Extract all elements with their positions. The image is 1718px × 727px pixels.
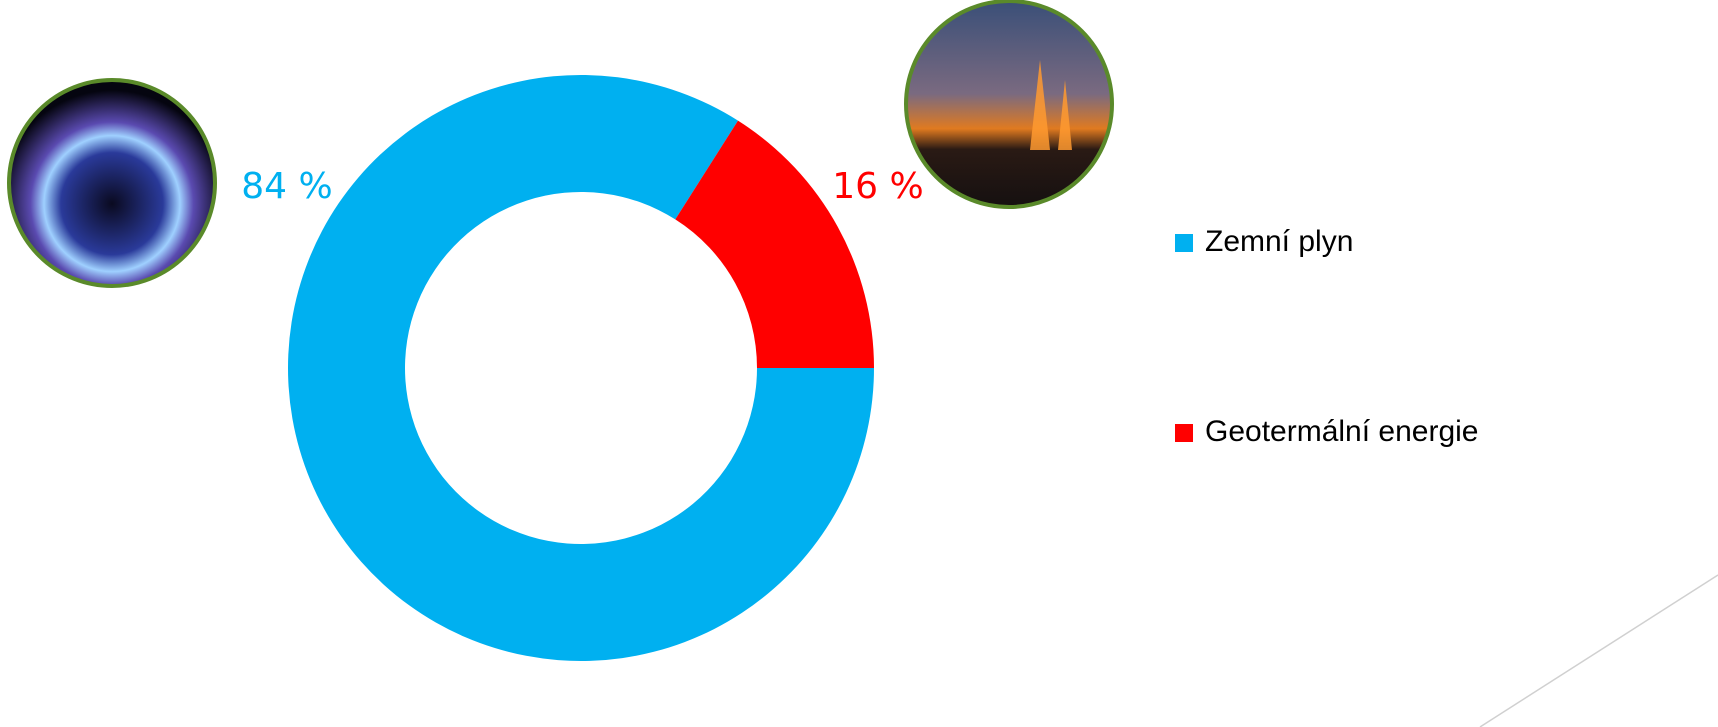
legend-swatch bbox=[1175, 234, 1193, 252]
lava bbox=[1030, 60, 1072, 150]
donut-slice bbox=[675, 120, 874, 369]
donut-slice bbox=[287, 74, 874, 661]
data-label: 16 % bbox=[832, 166, 923, 207]
legend-swatch bbox=[1175, 424, 1193, 442]
legend-label: Zemní plyn bbox=[1205, 225, 1353, 258]
decor-line bbox=[1479, 574, 1718, 727]
volcano-image bbox=[904, 0, 1114, 209]
legend-label: Geotermální energie bbox=[1205, 415, 1479, 448]
data-label: 84 % bbox=[241, 166, 332, 207]
gas-image bbox=[7, 78, 217, 288]
